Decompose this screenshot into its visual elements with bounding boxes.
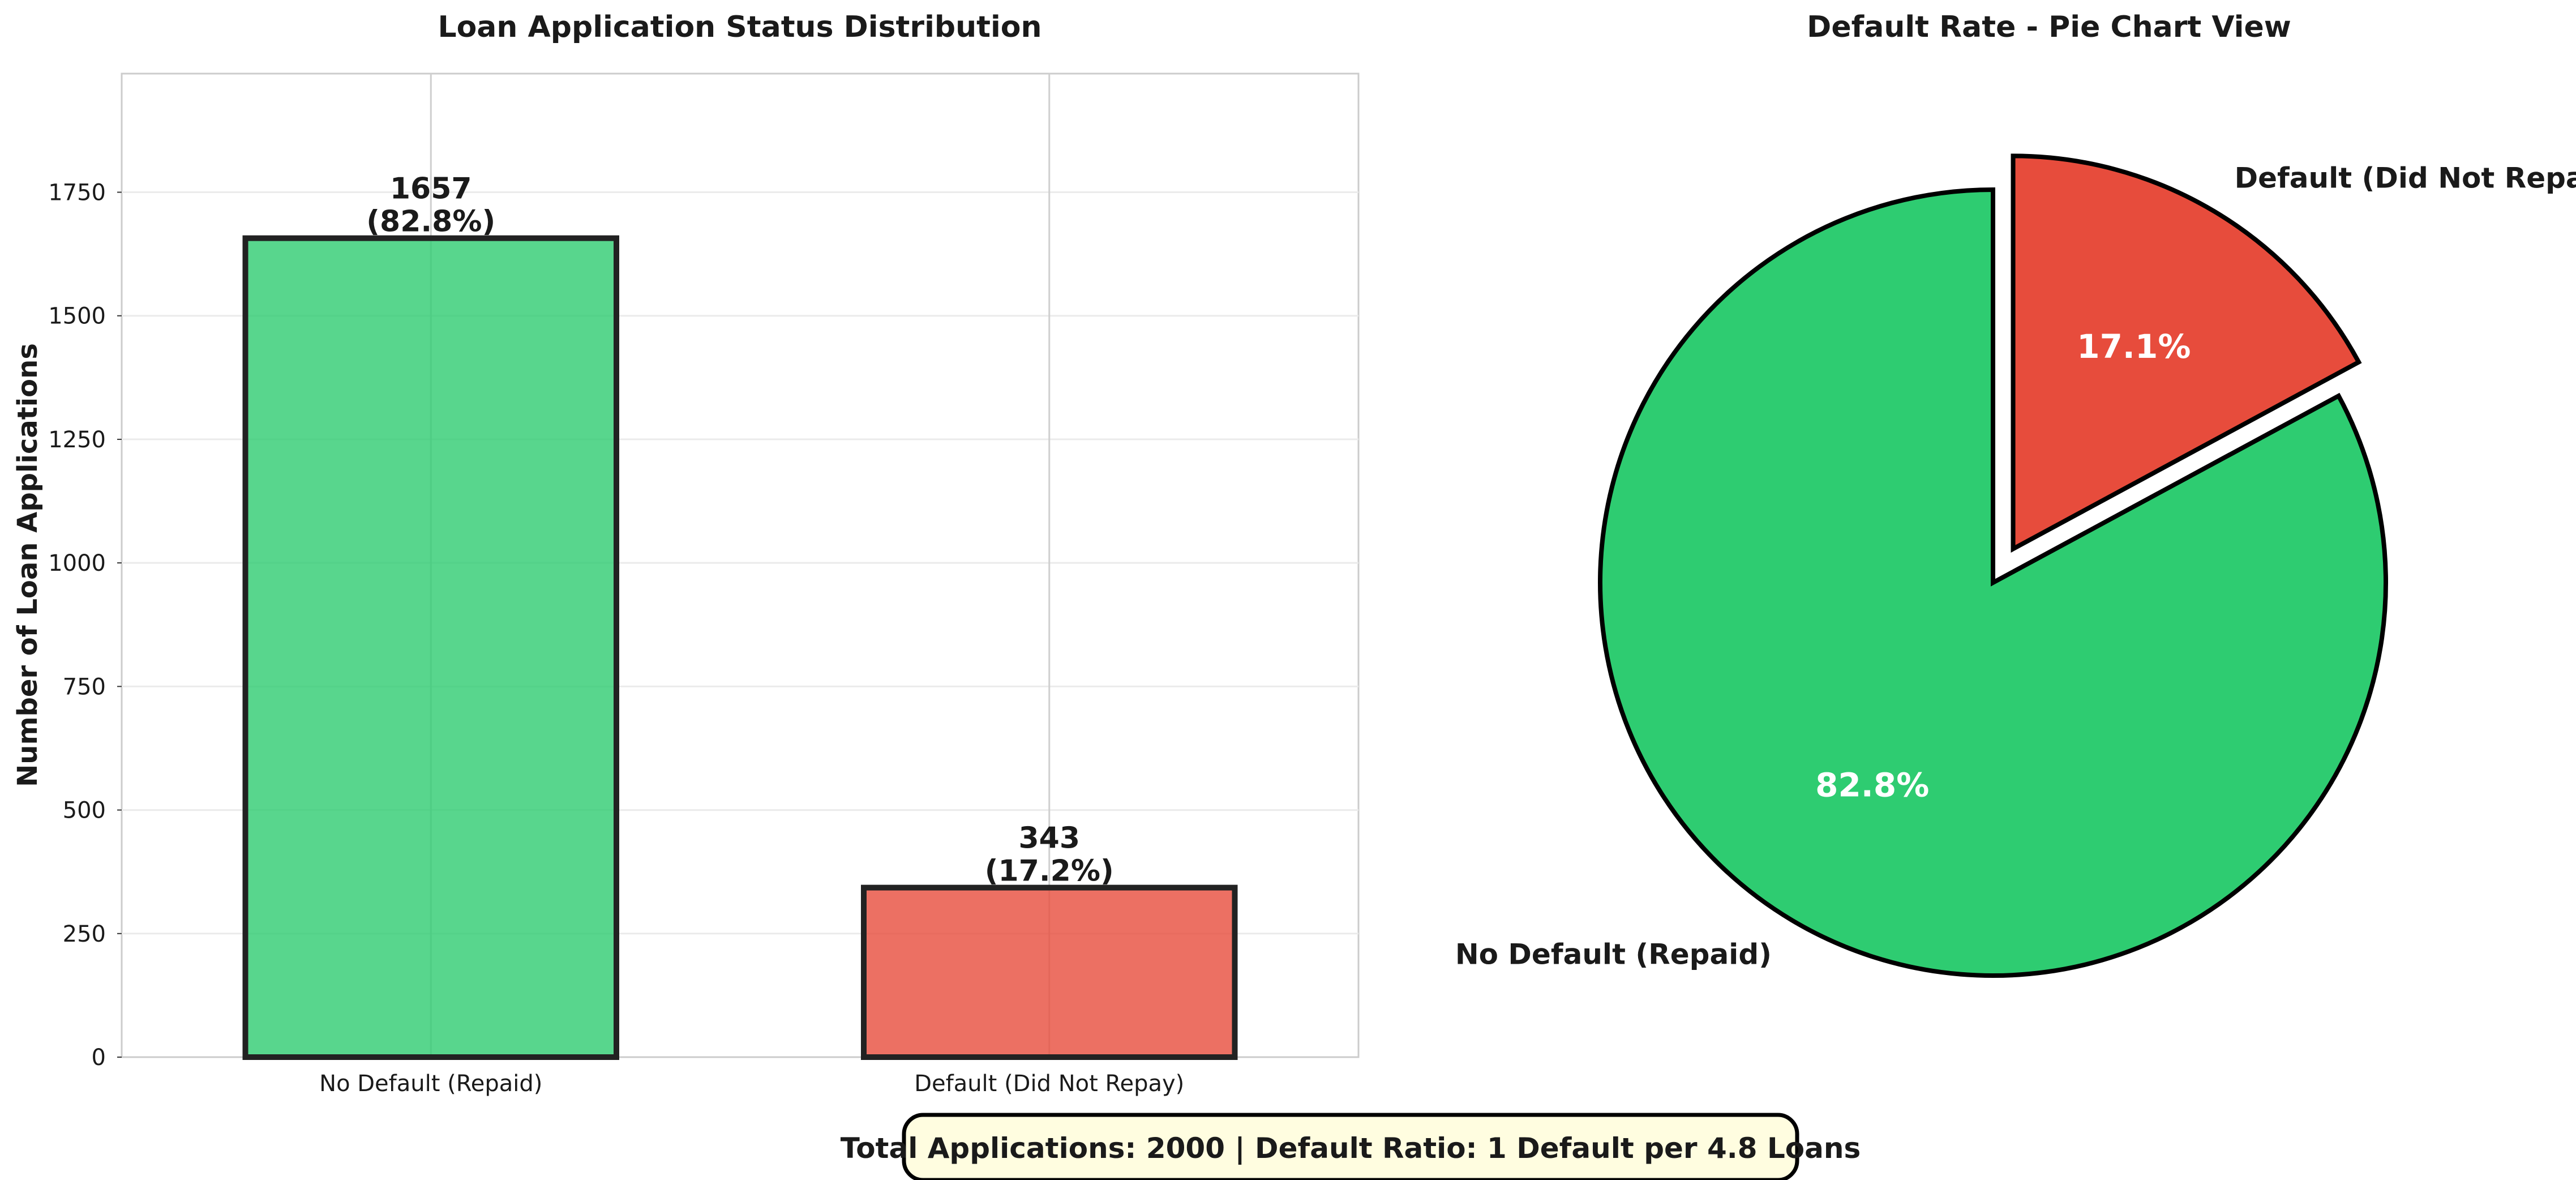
bar [242,235,619,1060]
y-tick-label: 0 [92,1045,106,1071]
bar-chart-title: Loan Application Status Distribution [438,10,1041,44]
bar-value-label: 1657 [390,172,472,206]
pie-chart-title: Default Rate - Pie Chart View [1807,10,2291,44]
bar-y-axis-label: Number of Loan Applications [12,343,44,787]
y-tick-label: 1250 [48,427,106,453]
bar [861,884,1238,1060]
y-tick-label: 1750 [48,179,106,206]
pie-category-label: No Default (Repaid) [1455,938,1772,971]
bar-x-ticks: No Default (Repaid) Default (Did Not Repa… [319,1071,1184,1097]
y-tick-label: 1500 [48,303,106,330]
pie-category-label: Default (Did Not Repay) [2235,162,2576,195]
pie-slice [2011,153,2362,553]
bar-chart: Loan Application Status Distribution 165… [12,10,1360,1097]
bar-value-label: (82.8%) [366,205,495,239]
y-tick-label: 500 [63,798,106,824]
bar-marks: 1657(82.8%) 343(17.2%) [242,172,1238,1060]
y-tick-label: 250 [63,921,106,947]
bar-y-ticks: 0 250 500 750 1000 1250 1500 1750 [48,179,122,1071]
x-tick-label: Default (Did Not Repay) [914,1071,1184,1097]
pie-marks: 82.8% No Default (Repaid) 17.1% Default (Di… [1455,153,2576,978]
y-tick-label: 1000 [48,550,106,576]
summary-box: Total Applications: 2000 | Default Ratio… [841,1113,1861,1180]
bar-value-label: 343 [1018,822,1080,856]
pie-slice [1598,187,2388,978]
pie-percent-label: 17.1% [2077,327,2191,366]
summary-box-frame [902,1113,1799,1180]
pie-percent-label: 82.8% [1815,766,1929,805]
pie-chart: Default Rate - Pie Chart View 82.8% No De… [1455,10,2576,978]
bar-value-label: (17.2%) [985,854,1114,888]
x-tick-label: No Default (Repaid) [319,1071,542,1097]
y-tick-label: 750 [63,674,106,700]
summary-text: Total Applications: 2000 | Default Ratio… [841,1132,1861,1165]
